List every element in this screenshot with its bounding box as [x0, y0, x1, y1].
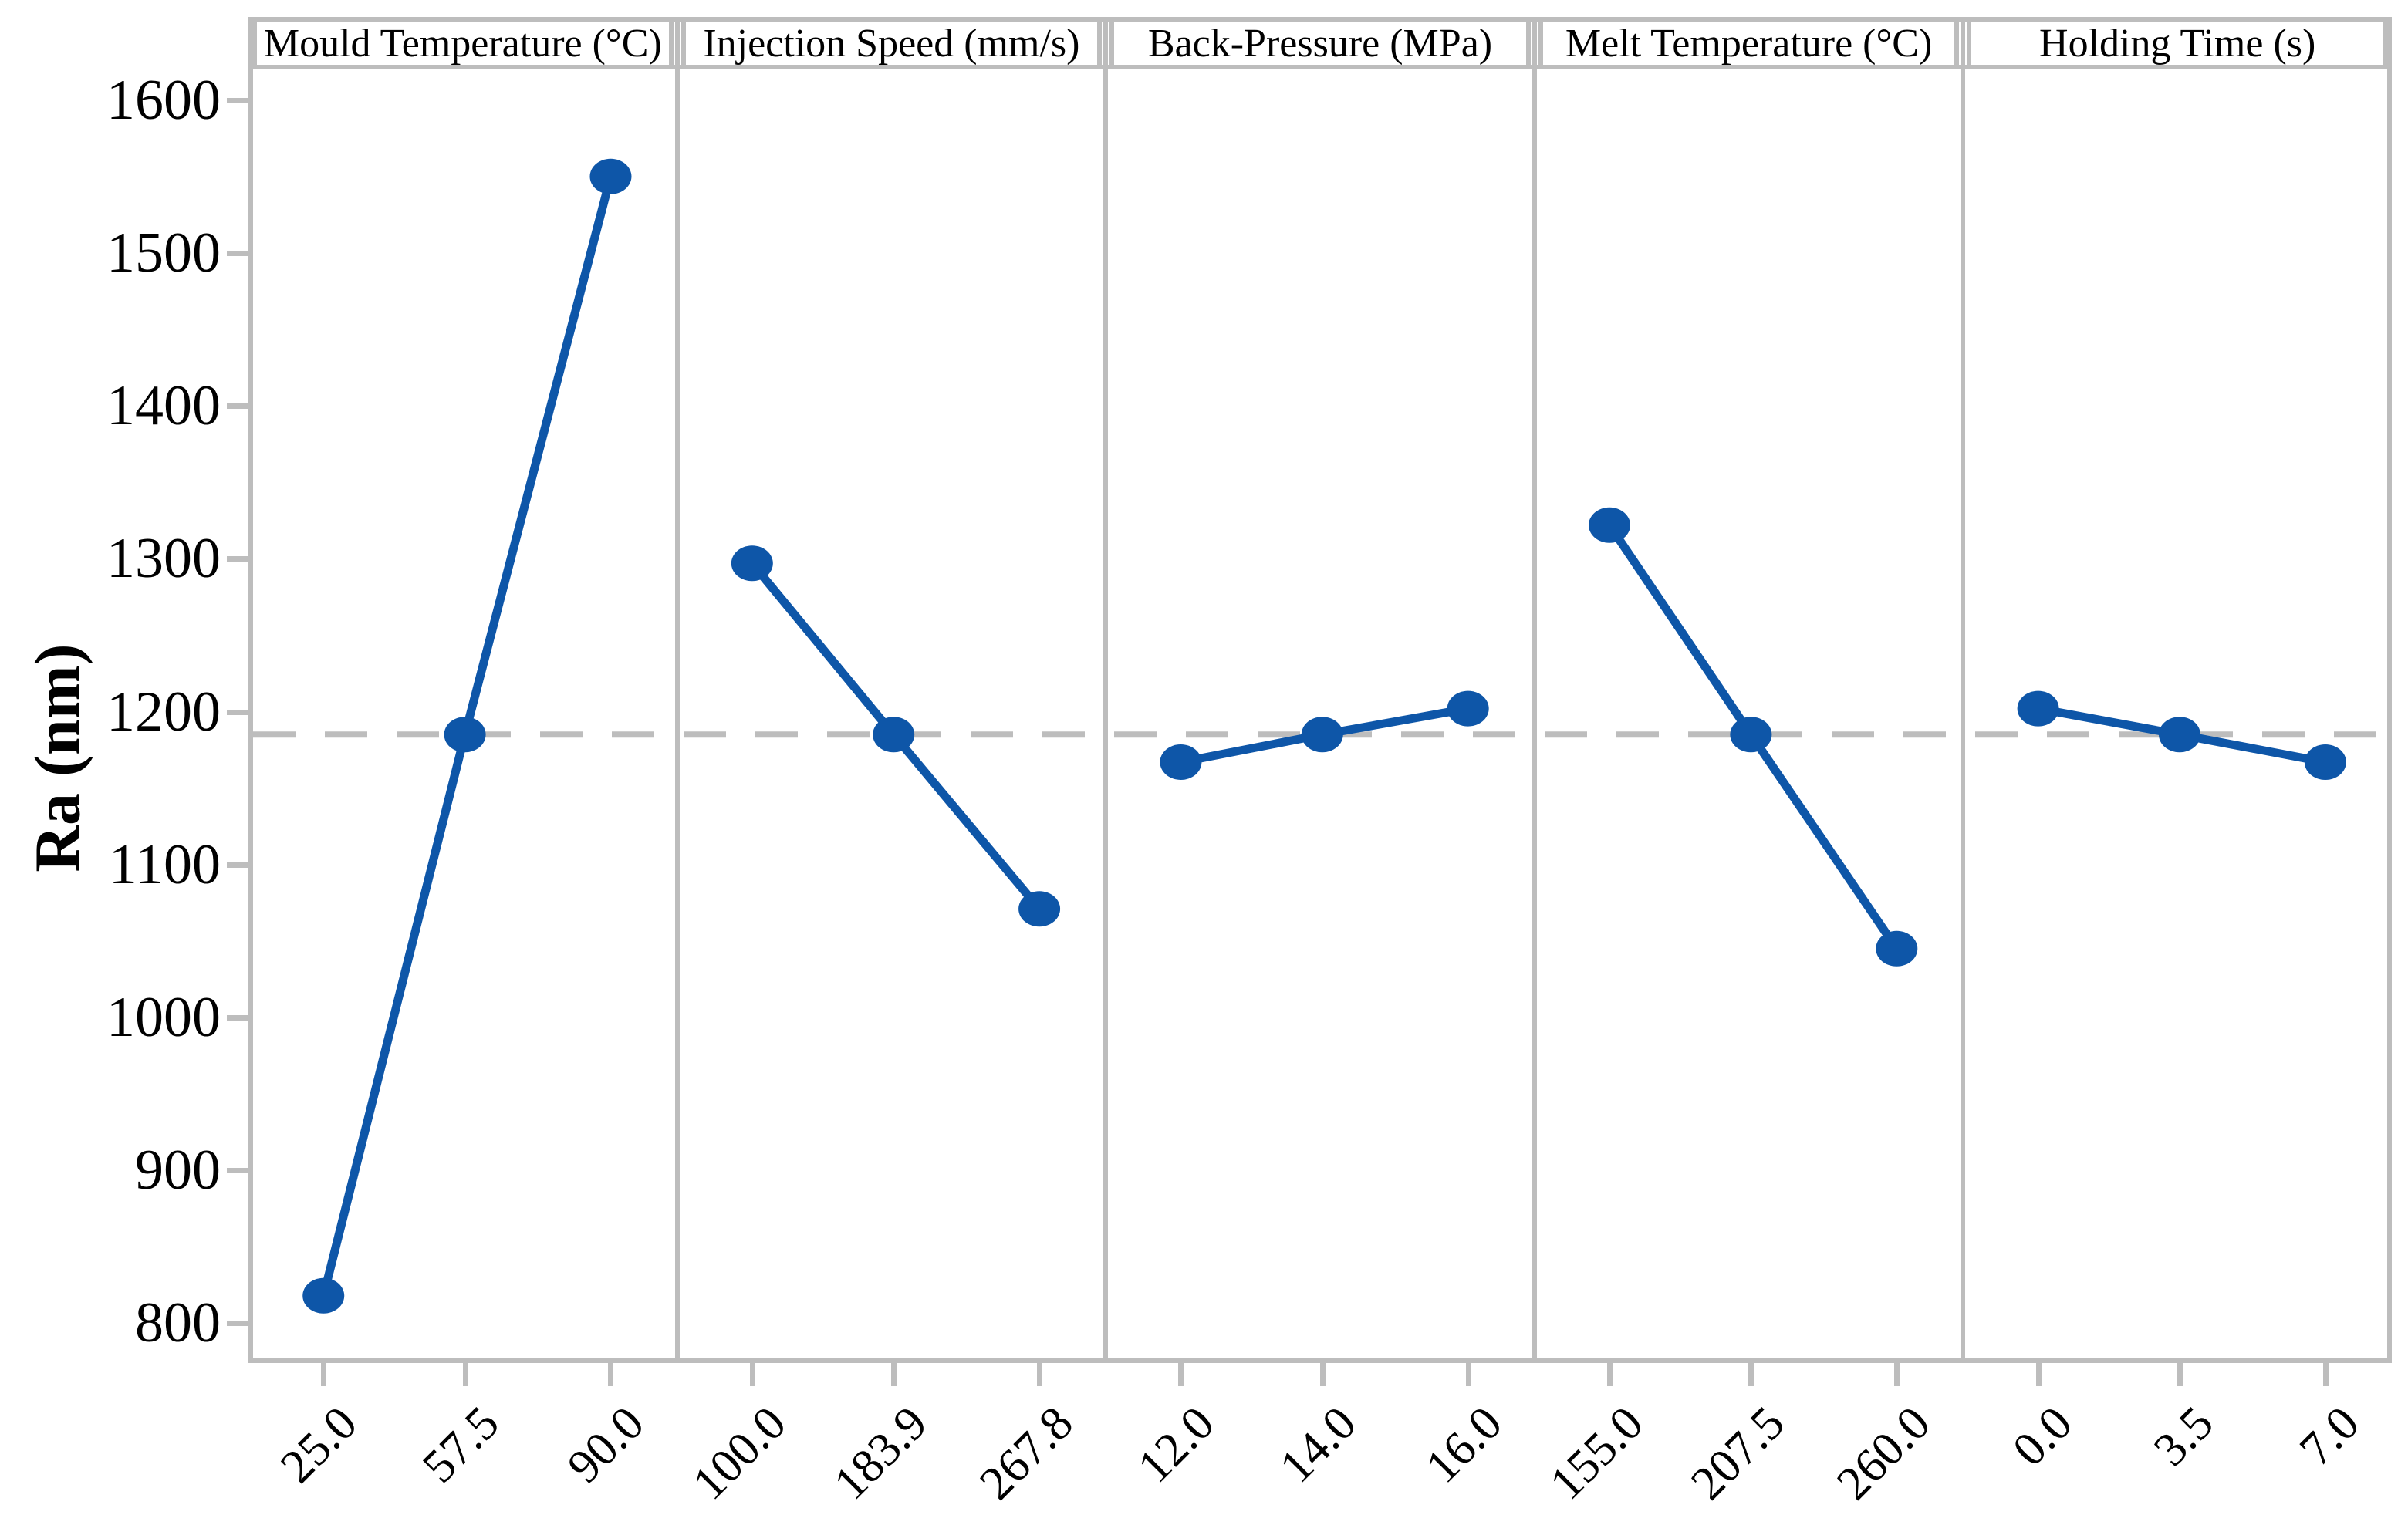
- x-tick-mark: [1319, 1363, 1326, 1386]
- panel-header-label: Injection Speed (mm/s): [703, 21, 1080, 66]
- data-point-back-pressure-mpa-12.0: [1160, 744, 1202, 780]
- data-point-melt-temperature-c-260.0: [1876, 930, 1918, 967]
- y-tick-mark: [227, 556, 248, 562]
- data-point-injection-speed-mm-s-267.8: [1018, 891, 1061, 927]
- y-tick-mark: [227, 97, 248, 103]
- data-point-injection-speed-mm-s-100.0: [731, 545, 773, 582]
- data-point-mould-temperature-c-57.5: [444, 717, 486, 753]
- y-tick-label: 1200: [106, 680, 221, 744]
- y-tick-mark: [227, 1321, 248, 1327]
- panel-header-injection-speed-mm-s: Injection Speed (mm/s): [681, 17, 1103, 69]
- panel-separator: [1532, 17, 1537, 1363]
- x-tick-mark: [1894, 1363, 1900, 1386]
- x-tick-mark: [2035, 1363, 2042, 1386]
- y-tick-label: 1400: [106, 374, 221, 438]
- data-point-holding-time-s-0.0: [2017, 690, 2059, 727]
- panel-separator: [1961, 17, 1966, 1363]
- data-point-back-pressure-mpa-16.0: [1447, 690, 1489, 727]
- data-point-back-pressure-mpa-14.0: [1301, 717, 1343, 753]
- data-point-injection-speed-mm-s-183.9: [873, 717, 915, 753]
- y-tick-label: 1500: [106, 221, 221, 285]
- panel-header-melt-temperature-c: Melt Temperature (°C): [1538, 17, 1960, 69]
- y-tick-mark: [227, 1168, 248, 1174]
- panel-header-label: Mould Temperature (°C): [263, 21, 662, 66]
- y-tick-label: 1000: [106, 986, 221, 1049]
- x-tick-mark: [608, 1363, 614, 1386]
- x-tick-mark: [749, 1363, 755, 1386]
- x-tick-mark: [1607, 1363, 1613, 1386]
- panel-header-holding-time-s: Holding Time (s): [1967, 17, 2388, 69]
- panel-header-label: Holding Time (s): [2039, 21, 2316, 66]
- x-tick-mark: [2322, 1363, 2329, 1386]
- data-point-mould-temperature-c-90.0: [589, 158, 632, 194]
- y-tick-label: 1100: [108, 832, 221, 896]
- y-tick-mark: [227, 1015, 248, 1021]
- x-tick-mark: [1465, 1363, 1471, 1386]
- data-point-melt-temperature-c-207.5: [1730, 717, 1772, 753]
- data-point-mould-temperature-c-25.0: [302, 1277, 345, 1314]
- y-tick-mark: [227, 250, 248, 256]
- y-tick-label: 800: [135, 1291, 221, 1355]
- x-tick-mark: [321, 1363, 327, 1386]
- panel-separator: [1103, 17, 1109, 1363]
- y-tick-label: 900: [135, 1139, 221, 1203]
- x-tick-mark: [891, 1363, 897, 1386]
- data-point-holding-time-s-7.0: [2304, 744, 2346, 780]
- y-tick-label: 1300: [106, 527, 221, 591]
- y-tick-mark: [227, 709, 248, 715]
- x-tick-mark: [462, 1363, 468, 1386]
- panel-separator: [674, 17, 680, 1363]
- panel-header-label: Back-Pressure (MPa): [1147, 21, 1493, 66]
- y-tick-label: 1600: [106, 68, 221, 132]
- x-tick-mark: [1748, 1363, 1754, 1386]
- panel-header-back-pressure-mpa: Back-Pressure (MPa): [1109, 17, 1531, 69]
- y-tick-mark: [227, 862, 248, 868]
- panel-header-mould-temperature-c: Mould Temperature (°C): [252, 17, 674, 69]
- panel-header-label: Melt Temperature (°C): [1565, 21, 1933, 66]
- x-tick-mark: [2177, 1363, 2183, 1386]
- y-tick-mark: [227, 403, 248, 410]
- x-tick-mark: [1037, 1363, 1043, 1386]
- data-point-holding-time-s-3.5: [2158, 717, 2200, 753]
- data-point-melt-temperature-c-155.0: [1589, 507, 1631, 543]
- x-tick-mark: [1178, 1363, 1184, 1386]
